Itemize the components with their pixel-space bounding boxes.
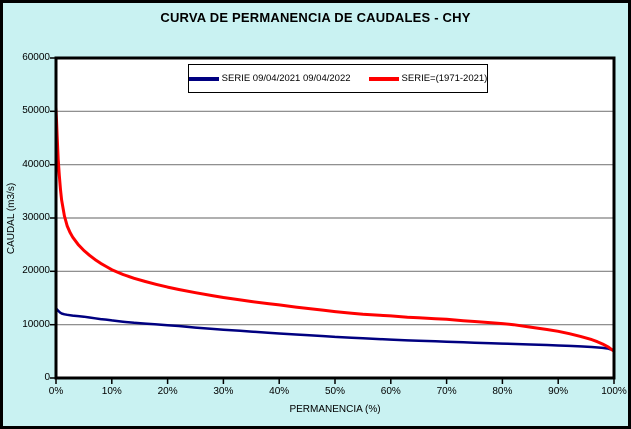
y-axis-title-wrap: CAUDAL (m3/s)	[1, 58, 23, 378]
legend-entry-0: SERIE 09/04/2021 09/04/2022	[188, 73, 351, 84]
x-tick-label: 0%	[48, 386, 64, 397]
legend-label: SERIE 09/04/2021 09/04/2022	[221, 73, 351, 84]
y-tick-label: 30000	[22, 212, 50, 223]
y-tick-label: 40000	[22, 158, 50, 170]
x-tick-label: 40%	[269, 386, 290, 397]
x-tick-label: 70%	[436, 386, 457, 397]
y-tick-label: 20000	[22, 265, 50, 277]
y-tick-label: 50000	[22, 105, 50, 117]
legend-line-swatch	[368, 76, 399, 81]
legend-label: SERIE=(1971-2021)	[401, 73, 488, 84]
x-tick-label: 90%	[548, 386, 569, 397]
x-tick-label: 50%	[324, 386, 345, 397]
x-tick-label: 30%	[213, 386, 234, 397]
legend-entry-1: SERIE=(1971-2021)	[368, 73, 488, 84]
y-axis-title: CAUDAL (m3/s)	[6, 182, 18, 254]
x-tick-label: 100%	[601, 386, 627, 397]
x-tick-label: 10%	[101, 386, 122, 397]
y-tick-label: 60000	[22, 52, 50, 63]
legend: SERIE 09/04/2021 09/04/2022 SERIE=(1971-2…	[188, 64, 488, 93]
series-line-1	[54, 105, 616, 353]
y-tick-label: 10000	[22, 318, 50, 330]
chart-title: CURVA DE PERMANENCIA DE CAUDALES - CHY	[160, 10, 471, 25]
y-tick-label: 0	[44, 372, 50, 383]
x-tick-label: 60%	[380, 386, 401, 397]
legend-line-swatch	[188, 76, 219, 81]
x-tick-label: 20%	[157, 386, 178, 397]
series-line-0	[54, 306, 616, 352]
x-tick-label: 80%	[492, 386, 513, 397]
x-axis-title: PERMANENCIA (%)	[289, 404, 381, 415]
